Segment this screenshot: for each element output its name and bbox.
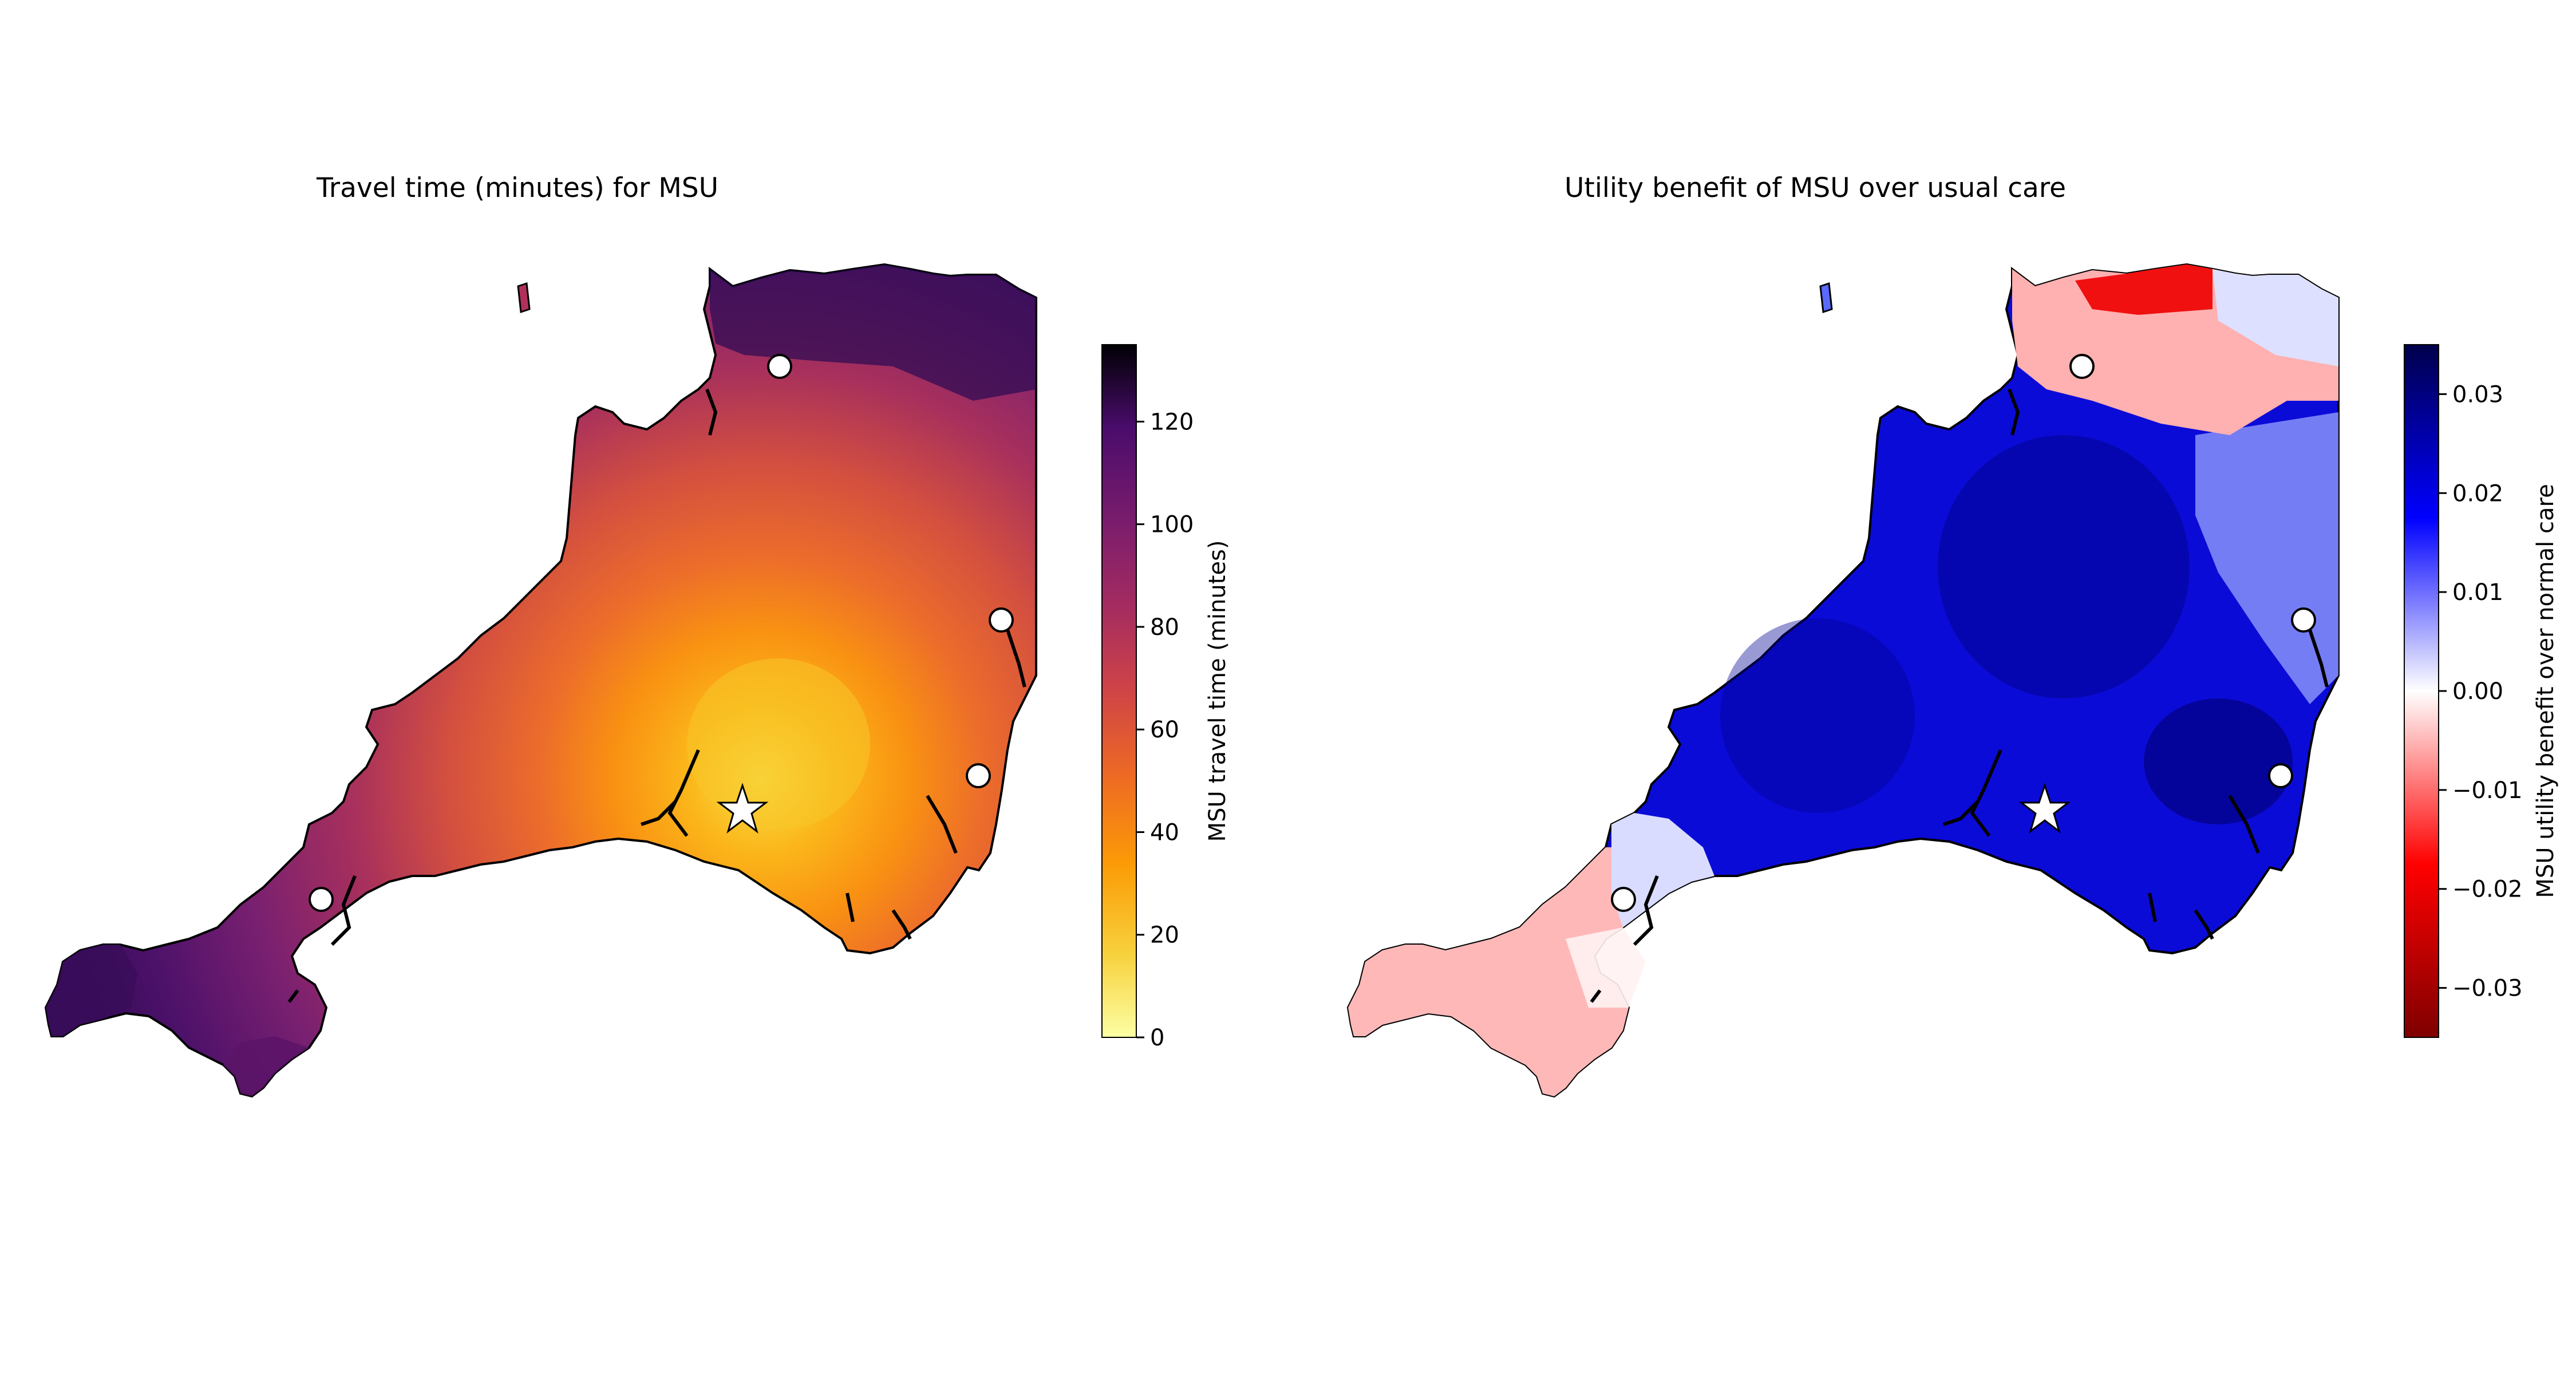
left-colorbar-tick-label: 120: [1150, 409, 1194, 435]
right-deep-blue-zone-2: [2144, 698, 2293, 824]
right-island: [1819, 282, 1833, 314]
right-colorbar-tick-label: −0.01: [2452, 777, 2523, 804]
right-southwest-neutral-zone: [1566, 927, 1646, 1008]
right-colorbar: −0.03 −0.02 −0.01 0.00 0.01 0.02 0.03 MSU util…: [2404, 344, 2559, 1038]
left-colorbar-tick-label: 20: [1150, 922, 1179, 949]
right-colorbar-tick-label: 0.01: [2452, 579, 2503, 606]
left-colorbar-gradient: [1101, 344, 1137, 1038]
right-colorbar-tick-label: 0.03: [2452, 381, 2503, 408]
left-hospital-marker-2: [989, 607, 1014, 633]
left-colorbar-ticks: 0 20 40 60 80 100 120: [1136, 409, 1194, 1051]
right-colorbar-gradient: [2404, 344, 2439, 1038]
left-colorbar-tick-label: 40: [1150, 819, 1179, 846]
left-colorbar-tick-label: 0: [1150, 1025, 1164, 1051]
left-estuaries: [287, 388, 1026, 1003]
right-utility-benefit-map: [1347, 263, 2340, 1097]
right-colorbar-tick-label: −0.03: [2452, 976, 2523, 1002]
right-southwest-negative-zone: [1348, 847, 1634, 1096]
right-msu-base-star: [2018, 783, 2071, 834]
left-core-shade: [687, 658, 870, 830]
right-southwest-light-zone: [1611, 813, 1714, 927]
left-colorbar-label: MSU travel time (minutes): [1204, 540, 1231, 842]
left-sw-tip-shade: [46, 945, 137, 1036]
right-colorbar-tick-label: 0.00: [2452, 678, 2503, 705]
left-colorbar-tick-label: 60: [1150, 717, 1179, 743]
left-map-title: Travel time (minutes) for MSU: [317, 172, 718, 204]
left-hospital-marker-3: [966, 763, 991, 788]
left-colorbar: 0 20 40 60 80 100 120 MSU travel time (minutes…: [1101, 344, 1231, 1051]
left-hospital-marker-4: [309, 887, 334, 912]
right-north-east-light: [2212, 269, 2338, 366]
right-hospital-marker-4: [1611, 887, 1636, 912]
right-hospital-marker-3: [2268, 763, 2293, 788]
right-colorbar-ticks: −0.03 −0.02 −0.01 0.00 0.01 0.02 0.03: [2439, 381, 2523, 1002]
right-map-title: Utility benefit of MSU over usual care: [1564, 172, 2067, 204]
left-hospital-marker-1: [767, 354, 792, 379]
left-msu-base-star: [716, 783, 769, 834]
right-colorbar-label: MSU utility benefit over normal care: [2532, 484, 2559, 898]
right-hospital-marker-2: [2291, 607, 2316, 633]
right-colorbar-tick-label: 0.02: [2452, 480, 2503, 507]
left-north-shade: [710, 264, 1036, 401]
left-lizard-shade: [223, 1036, 309, 1096]
right-estuaries: [1590, 388, 2329, 1003]
left-region-fill: [45, 263, 1037, 1097]
right-deep-blue-zone-3: [1720, 618, 1915, 813]
left-colorbar-tick-label: 100: [1150, 512, 1194, 538]
left-travel-time-map: [45, 263, 1037, 1097]
left-island: [517, 282, 531, 314]
right-hospital-marker-1: [2069, 354, 2095, 379]
right-colorbar-tick-label: −0.02: [2452, 876, 2523, 903]
right-north-strong-negative: [2075, 264, 2212, 315]
right-deep-blue-zone-1: [1938, 435, 2190, 698]
left-colorbar-tick-label: 80: [1150, 614, 1179, 641]
